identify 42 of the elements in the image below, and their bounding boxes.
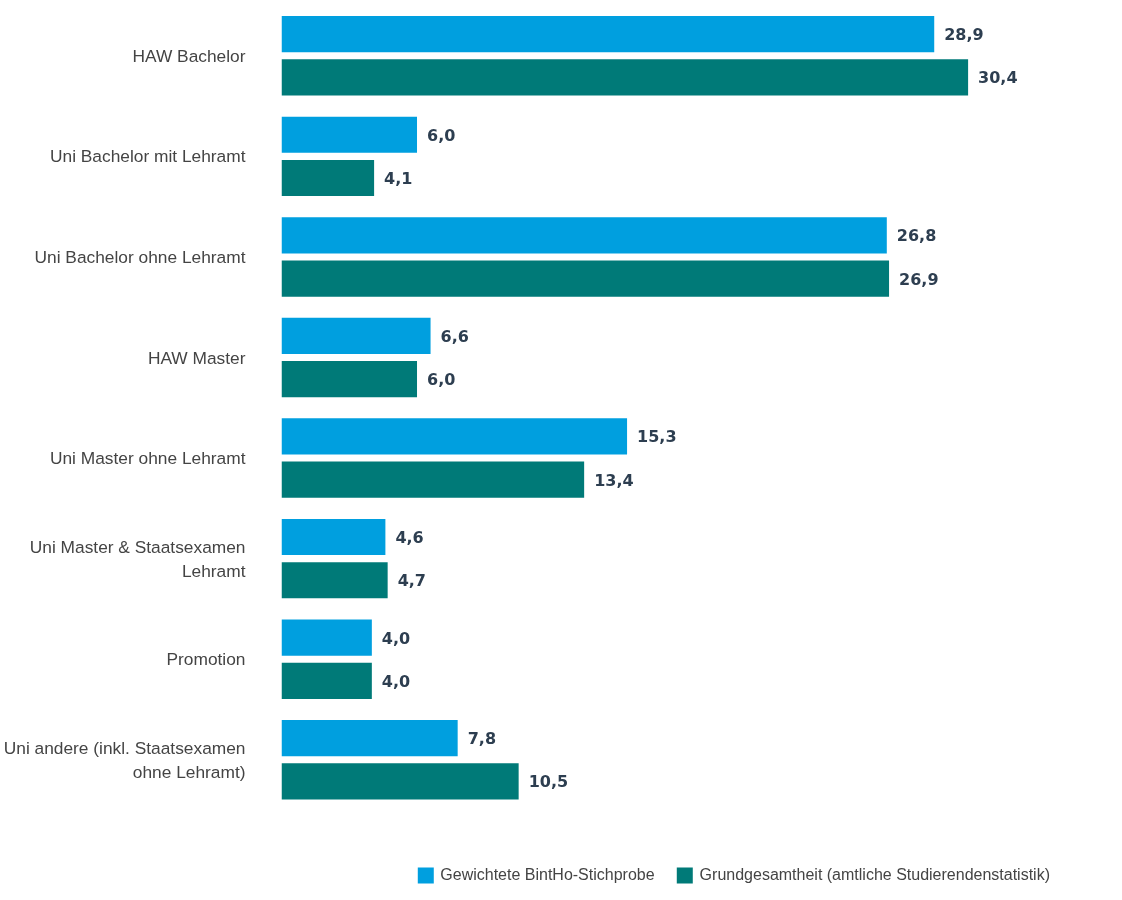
y-tick-label: Uni Master & Staatsexamen Lehramt <box>29 536 246 581</box>
bar <box>281 361 418 398</box>
bar <box>281 16 935 53</box>
y-tick-label: Uni Bachelor ohne Lehramt <box>34 246 246 267</box>
data-label: 26,8 <box>896 226 937 246</box>
legend-label: Grundgesamtheit (amtliche Studierendenstatistik) <box>699 866 1050 884</box>
y-tick-label: HAW Bachelor <box>132 45 246 66</box>
data-label: 4,0 <box>381 628 411 648</box>
bar <box>281 159 375 197</box>
y-tick-label: HAW Master <box>147 347 246 368</box>
y-tick-label: Uni andere (inkl. Staatsexamen ohne Lehramt) <box>3 737 246 782</box>
bar <box>281 518 386 556</box>
bar <box>281 662 372 699</box>
bar <box>281 317 431 354</box>
y-tick-label: Uni Bachelor mit Lehramt <box>50 146 246 167</box>
bar <box>281 619 372 656</box>
bar <box>281 562 388 599</box>
data-label: 10,5 <box>528 772 569 792</box>
y-tick-label: Uni Master ohne Lehramt <box>49 448 246 469</box>
data-label: 4,7 <box>397 571 426 591</box>
bar <box>281 260 890 297</box>
legend-label: Gewichtete BintHo-Stichprobe <box>440 866 655 884</box>
bar <box>281 461 585 498</box>
bar <box>281 418 628 455</box>
y-tick-label: Promotion <box>166 649 246 670</box>
data-label: 15,3 <box>637 427 677 447</box>
bar <box>281 116 418 153</box>
data-label: 6,0 <box>427 125 456 145</box>
data-label: 4,0 <box>381 671 411 691</box>
data-label: 26,9 <box>899 269 939 289</box>
data-label: 13,4 <box>594 470 634 490</box>
data-label: 4,6 <box>395 528 424 548</box>
data-label: 4,1 <box>384 168 413 188</box>
bar <box>281 763 519 800</box>
data-label: 6,0 <box>427 370 456 390</box>
data-label: 6,6 <box>440 326 469 346</box>
data-label: 28,9 <box>944 25 984 45</box>
data-label: 30,4 <box>978 68 1018 88</box>
bar <box>281 59 969 96</box>
bar <box>281 720 458 757</box>
bar <box>281 217 887 254</box>
data-label: 7,8 <box>467 729 497 749</box>
